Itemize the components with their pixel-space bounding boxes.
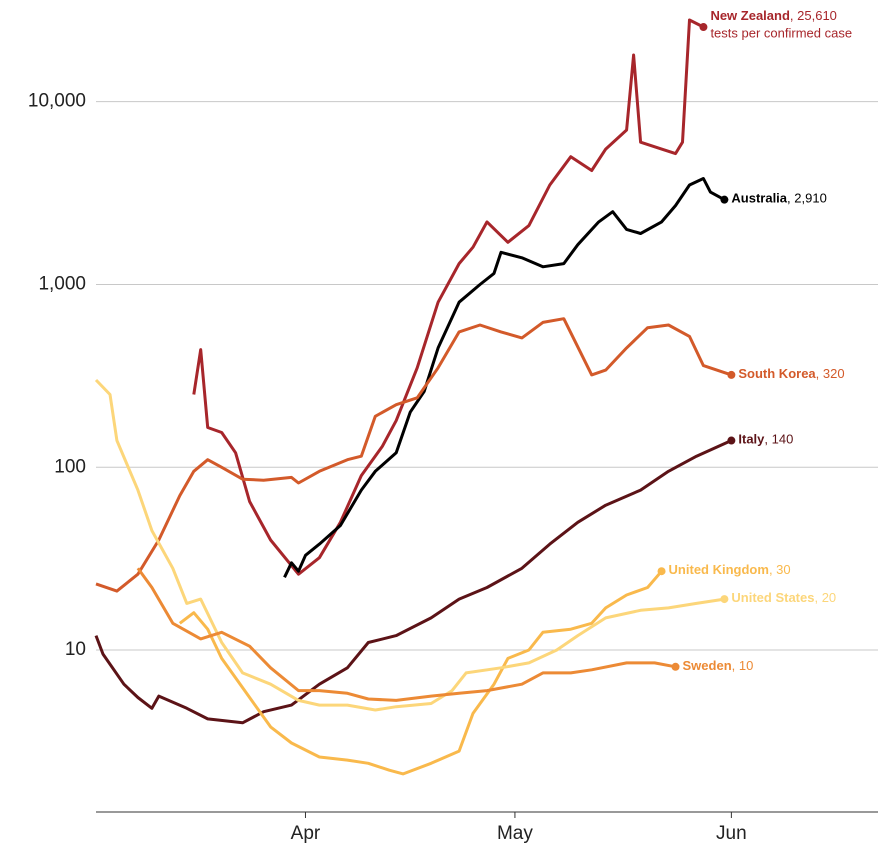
series-line xyxy=(94,439,733,725)
end-marker xyxy=(699,23,708,32)
separator: , xyxy=(816,366,823,381)
end-value: 25,610 xyxy=(797,8,837,23)
end-marker xyxy=(671,662,680,671)
end-value: 2,910 xyxy=(794,191,827,206)
end-value: 30 xyxy=(776,563,790,578)
series-name: Italy xyxy=(738,432,765,447)
series-name: United Kingdom xyxy=(669,563,769,578)
x-tick-label: Apr xyxy=(291,823,321,843)
end-marker xyxy=(720,195,729,204)
series-line xyxy=(136,567,676,702)
y-tick-label: 10 xyxy=(65,639,86,660)
end-marker xyxy=(720,595,729,604)
series-name: New Zealand xyxy=(710,8,790,23)
series-label: New Zealand, 25,610 xyxy=(710,8,836,23)
end-value: 140 xyxy=(772,432,794,447)
separator: , xyxy=(732,658,739,673)
end-value: 10 xyxy=(739,658,753,673)
series-name: Sweden xyxy=(683,658,732,673)
x-tick-label: May xyxy=(497,823,533,843)
separator: , xyxy=(790,8,797,23)
series-label: Sweden, 10 xyxy=(683,658,754,673)
series-line xyxy=(192,18,705,576)
end-value: 20 xyxy=(822,591,836,606)
separator: , xyxy=(787,191,794,206)
end-marker xyxy=(657,567,666,576)
end-marker xyxy=(727,436,736,445)
separator: , xyxy=(769,563,776,578)
annotation: tests per confirmed case xyxy=(710,25,852,40)
separator: , xyxy=(764,432,771,447)
series-name: United States xyxy=(731,591,814,606)
series-line xyxy=(178,570,663,776)
end-value: 320 xyxy=(823,366,845,381)
x-tick-label: Jun xyxy=(716,823,747,843)
series-name: South Korea xyxy=(738,366,816,381)
y-tick-label: 10,000 xyxy=(28,91,86,112)
y-tick-label: 1,000 xyxy=(38,273,86,294)
series-label: United States, 20 xyxy=(731,591,836,606)
end-marker xyxy=(727,370,736,379)
series-label: Australia, 2,910 xyxy=(731,191,826,206)
series-line xyxy=(283,177,726,578)
series-label: South Korea, 320 xyxy=(738,366,844,381)
series-label: United Kingdom, 30 xyxy=(669,563,791,578)
separator: , xyxy=(814,591,821,606)
series-name: Australia xyxy=(731,191,787,206)
series-line xyxy=(94,378,725,712)
y-tick-label: 100 xyxy=(54,456,86,477)
series-label: Italy, 140 xyxy=(738,432,793,447)
series-line xyxy=(95,317,732,593)
